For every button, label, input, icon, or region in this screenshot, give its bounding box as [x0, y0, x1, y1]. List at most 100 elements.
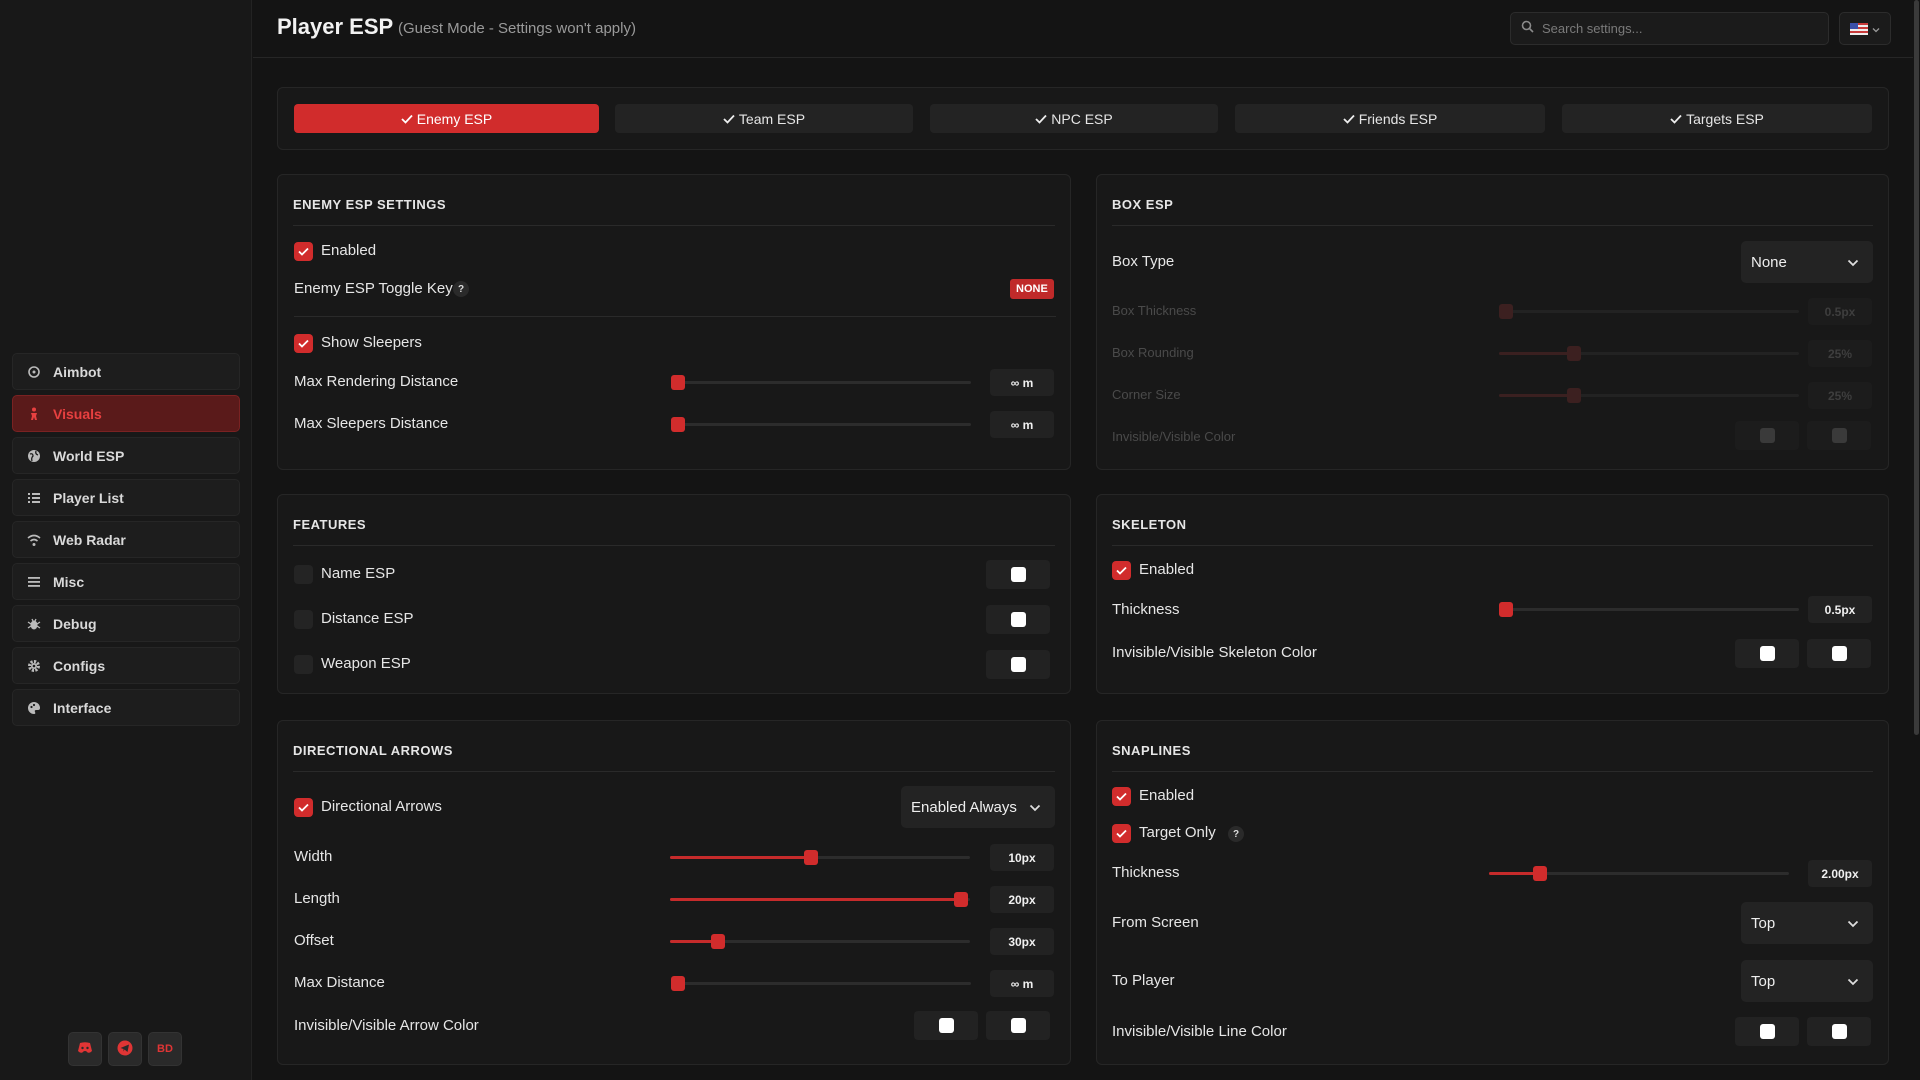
skeleton-invisible-color[interactable] [1735, 639, 1799, 668]
distance-esp-color[interactable] [986, 605, 1050, 634]
name-esp-checkbox[interactable] [294, 565, 313, 584]
enemy-esp-settings-panel: ENEMY ESP SETTINGS Enabled Enemy ESP Tog… [277, 174, 1071, 470]
color-swatch [1831, 1024, 1847, 1039]
tab-team-esp[interactable]: Team ESP [615, 104, 913, 133]
tab-label: NPC ESP [1051, 110, 1113, 127]
skeleton-enabled-checkbox[interactable] [1112, 561, 1131, 580]
sidebar-item-aimbot[interactable]: Aimbot [12, 353, 240, 390]
max-distance-slider[interactable] [671, 976, 971, 991]
sidebar-item-misc[interactable]: Misc [12, 563, 240, 600]
skeleton-visible-color[interactable] [1807, 639, 1871, 668]
slider-thumb[interactable] [1499, 602, 1513, 617]
header: Player ESP (Guest Mode - Settings won't … [253, 0, 1913, 58]
slider-thumb[interactable] [1533, 866, 1547, 881]
slider-thumb[interactable] [711, 934, 725, 949]
box-rounding-slider[interactable] [1499, 346, 1799, 361]
line-visible-color[interactable] [1807, 1017, 1871, 1046]
box-invisible-color[interactable] [1735, 421, 1799, 450]
sidebar-item-configs[interactable]: Configs [12, 647, 240, 684]
line-invisible-color[interactable] [1735, 1017, 1799, 1046]
box-visible-color[interactable] [1807, 421, 1871, 450]
arrows-mode-dropdown[interactable]: Enabled Always [901, 786, 1055, 828]
from-screen-label: From Screen [1112, 914, 1199, 931]
from-screen-dropdown[interactable]: Top [1741, 902, 1873, 944]
panel-title: SKELETON [1112, 517, 1187, 532]
tab-enemy-esp[interactable]: Enemy ESP [294, 104, 599, 133]
slider-thumb[interactable] [1567, 388, 1581, 403]
distance-esp-checkbox[interactable] [294, 610, 313, 629]
corner-size-value: 25% [1808, 382, 1872, 409]
sidebar-item-label: Web Radar [53, 531, 126, 548]
to-player-dropdown[interactable]: Top [1741, 960, 1873, 1002]
arrow-visible-color[interactable] [986, 1011, 1050, 1040]
box-type-dropdown[interactable]: None [1741, 241, 1873, 283]
distance-esp-label: Distance ESP [321, 610, 414, 627]
max-render-slider[interactable] [671, 375, 971, 390]
divider [293, 545, 1055, 546]
skeleton-thickness-slider[interactable] [1499, 602, 1799, 617]
arrow-invisible-color[interactable] [914, 1011, 978, 1040]
snaplines-enabled-checkbox[interactable] [1112, 787, 1131, 806]
sidebar-item-web-radar[interactable]: Web Radar [12, 521, 240, 558]
box-thickness-slider[interactable] [1499, 304, 1799, 319]
tab-npc-esp[interactable]: NPC ESP [930, 104, 1218, 133]
help-icon[interactable]: ? [453, 281, 469, 297]
slider-thumb[interactable] [954, 892, 968, 907]
color-swatch [1831, 428, 1847, 443]
sidebar-item-interface[interactable]: Interface [12, 689, 240, 726]
divider [1112, 225, 1873, 226]
enabled-checkbox[interactable] [294, 242, 313, 261]
slider-thumb[interactable] [1499, 304, 1513, 319]
help-icon[interactable]: ? [1228, 826, 1244, 842]
arrow-color-label: Invisible/Visible Arrow Color [294, 1017, 479, 1034]
slider-thumb[interactable] [1567, 346, 1581, 361]
corner-size-slider[interactable] [1499, 388, 1799, 403]
slider-thumb[interactable] [671, 417, 685, 432]
search-input[interactable] [1542, 21, 1822, 36]
sidebar-item-debug[interactable]: Debug [12, 605, 240, 642]
discord-button[interactable] [68, 1032, 102, 1066]
box-thickness-label: Box Thickness [1112, 303, 1197, 318]
features-panel: FEATURES Name ESP Distance ESP Weapon ES… [277, 494, 1071, 694]
gear-icon [27, 659, 41, 673]
skeleton-panel: SKELETON Enabled Thickness 0.5px Invisib… [1096, 494, 1889, 694]
check-icon [1116, 788, 1127, 806]
skeleton-enabled-label: Enabled [1139, 561, 1195, 578]
sidebar-item-player-list[interactable]: Player List [12, 479, 240, 516]
check-icon [1035, 111, 1047, 127]
slider-fill [1489, 872, 1540, 875]
weapon-esp-checkbox[interactable] [294, 655, 313, 674]
check-icon [298, 243, 309, 261]
slider-fill [1499, 352, 1574, 355]
box-type-label: Box Type [1112, 253, 1175, 270]
sidebar-item-world-esp[interactable]: World ESP [12, 437, 240, 474]
scrollbar-thumb[interactable] [1914, 0, 1919, 735]
search-box[interactable] [1510, 12, 1829, 45]
name-esp-color[interactable] [986, 560, 1050, 589]
snaplines-thickness-slider[interactable] [1489, 866, 1789, 881]
weapon-esp-color[interactable] [986, 650, 1050, 679]
width-slider[interactable] [670, 850, 970, 865]
slider-fill [670, 898, 961, 901]
tab-label: Team ESP [738, 110, 806, 127]
sidebar-item-label: Debug [53, 615, 97, 632]
directional-arrows-checkbox[interactable] [294, 798, 313, 817]
toggle-key-button[interactable]: NONE [1010, 279, 1054, 299]
dropdown-value: None [1751, 253, 1787, 271]
offset-slider[interactable] [670, 934, 970, 949]
slider-thumb[interactable] [671, 375, 685, 390]
max-sleepers-slider[interactable] [671, 417, 971, 432]
length-slider[interactable] [670, 892, 970, 907]
language-selector[interactable] [1839, 12, 1891, 45]
target-only-checkbox[interactable] [1112, 824, 1131, 843]
slider-thumb[interactable] [671, 976, 685, 991]
search-icon [1521, 20, 1534, 38]
panel-title: FEATURES [293, 517, 367, 532]
telegram-button[interactable] [108, 1032, 142, 1066]
tab-targets-esp[interactable]: Targets ESP [1562, 104, 1872, 133]
sidebar-item-visuals[interactable]: Visuals [12, 395, 240, 432]
tab-friends-esp[interactable]: Friends ESP [1235, 104, 1545, 133]
slider-thumb[interactable] [804, 850, 818, 865]
bd-button[interactable]: BD [148, 1032, 182, 1066]
show-sleepers-checkbox[interactable] [294, 334, 313, 353]
